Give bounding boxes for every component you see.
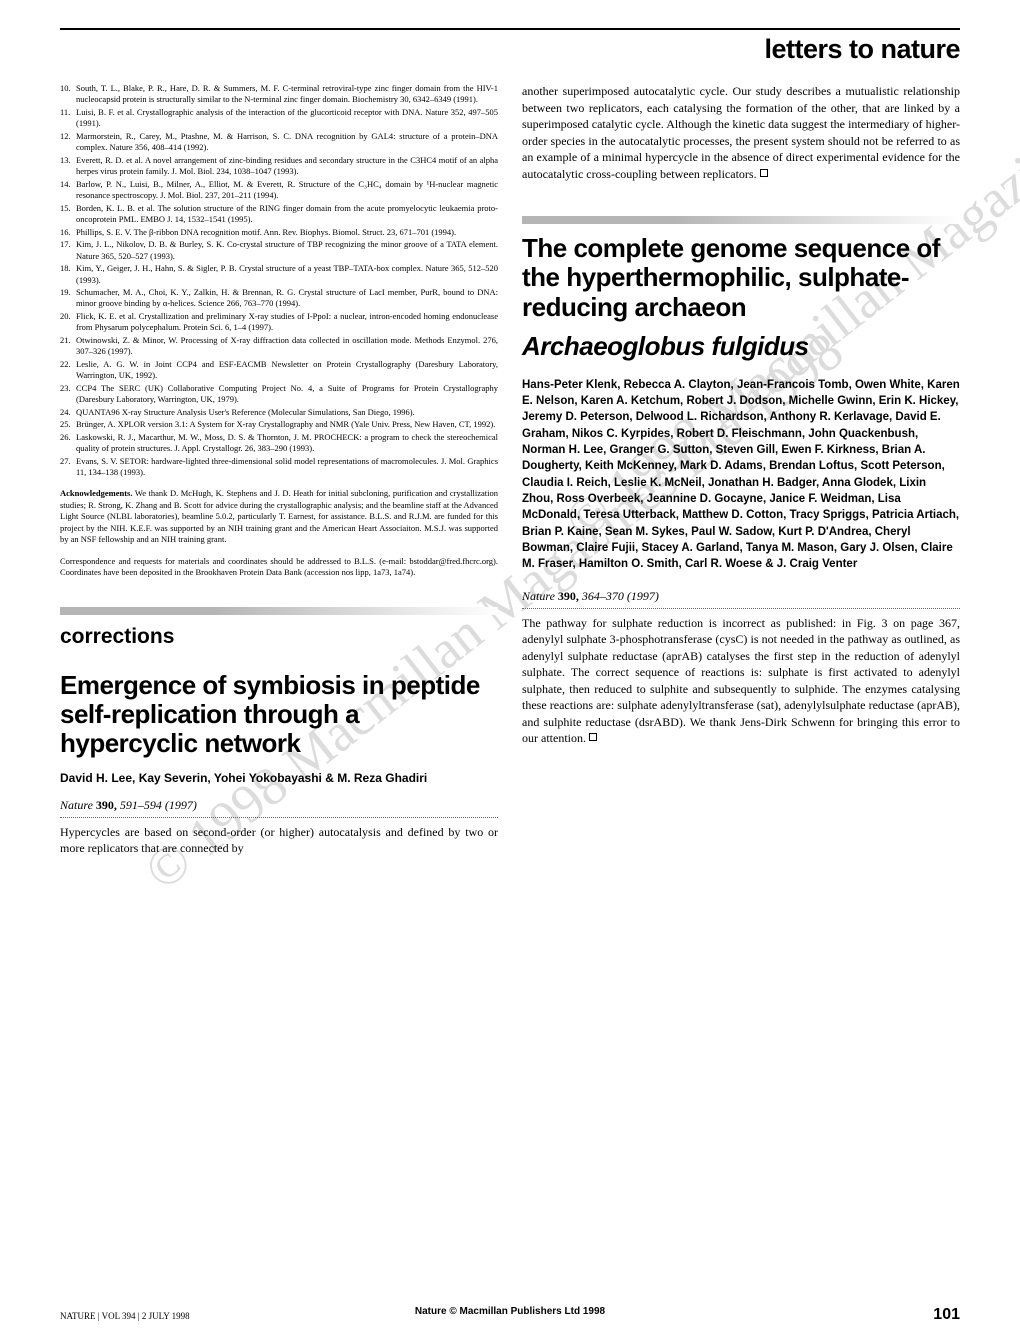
reference-item: 20.Flick, K. E. et al. Crystallization a… (60, 311, 498, 334)
reference-item: 11.Luisi, B. F. et al. Crystallographic … (60, 107, 498, 130)
reference-number: 20. (60, 311, 76, 334)
correspondence: Correspondence and requests for material… (60, 556, 498, 579)
reference-number: 16. (60, 227, 76, 238)
article-2-citation: Nature 390, 364–370 (1997) (522, 589, 960, 604)
article-1-authors: David H. Lee, Kay Severin, Yohei Yokobay… (60, 770, 498, 786)
reference-number: 14. (60, 179, 76, 202)
reference-text: Leslie, A. G. W. in Joint CCP4 and ESF-E… (76, 359, 498, 382)
corrections-heading: corrections (60, 625, 498, 649)
references-list: 10.South, T. L., Blake, P. R., Hare, D. … (60, 83, 498, 478)
reference-number: 18. (60, 263, 76, 286)
reference-item: 27.Evans, S. V. SETOR: hardware-lighted … (60, 456, 498, 479)
reference-number: 26. (60, 432, 76, 455)
reference-text: Brünger, A. XPLOR version 3.1: A System … (76, 419, 498, 430)
reference-item: 25.Brünger, A. XPLOR version 3.1: A Syst… (60, 419, 498, 430)
end-mark-icon (760, 169, 768, 177)
end-mark-icon (589, 733, 597, 741)
reference-text: QUANTA96 X-ray Structure Analysis User's… (76, 407, 498, 418)
reference-number: 15. (60, 203, 76, 226)
article-2-species: Archaeoglobus fulgidus (522, 332, 960, 361)
section-divider (60, 607, 498, 615)
citation-volume: 390, (558, 589, 579, 603)
reference-number: 27. (60, 456, 76, 479)
reference-item: 16.Phillips, S. E. V. The β-ribbon DNA r… (60, 227, 498, 238)
reference-number: 13. (60, 155, 76, 178)
reference-number: 11. (60, 107, 76, 130)
citation-journal: Nature (60, 798, 93, 812)
reference-number: 22. (60, 359, 76, 382)
reference-item: 15.Borden, K. L. B. et al. The solution … (60, 203, 498, 226)
reference-text: Kim, Y., Geiger, J. H., Hahn, S. & Sigle… (76, 263, 498, 286)
reference-text: South, T. L., Blake, P. R., Hare, D. R. … (76, 83, 498, 106)
reference-number: 24. (60, 407, 76, 418)
right-top-text: another superimposed autocatalytic cycle… (522, 84, 960, 181)
article-1-citation: Nature 390, 591–594 (1997) (60, 798, 498, 813)
article-1-body-continued: another superimposed autocatalytic cycle… (522, 83, 960, 182)
page-number: 101 (933, 1306, 960, 1324)
reference-text: Phillips, S. E. V. The β-ribbon DNA reco… (76, 227, 498, 238)
citation-pages: 591–594 (1997) (117, 798, 197, 812)
reference-item: 17.Kim, J. L., Nikolov, D. B. & Burley, … (60, 239, 498, 262)
reference-number: 25. (60, 419, 76, 430)
reference-item: 19.Schumacher, M. A., Choi, K. Y., Zalki… (60, 287, 498, 310)
citation-journal: Nature (522, 589, 555, 603)
reference-text: Laskowski, R. J., Macarthur, M. W., Moss… (76, 432, 498, 455)
section-header: letters to nature (60, 34, 960, 65)
reference-number: 19. (60, 287, 76, 310)
footer-center: Nature © Macmillan Publishers Ltd 1998 (415, 1306, 605, 1317)
acknowledgements: Acknowledgements. We thank D. McHugh, K.… (60, 488, 498, 545)
article-2-body: The pathway for sulphate reduction is in… (522, 615, 960, 747)
reference-item: 23.CCP4 The SERC (UK) Collaborative Comp… (60, 383, 498, 406)
reference-item: 13.Everett, R. D. et al. A novel arrange… (60, 155, 498, 178)
section-divider (522, 216, 960, 224)
reference-text: Marmorstein, R., Carey, M., Ptashne, M. … (76, 131, 498, 154)
article-2-title: The complete genome sequence of the hype… (522, 234, 960, 321)
reference-item: 12.Marmorstein, R., Carey, M., Ptashne, … (60, 131, 498, 154)
reference-text: Schumacher, M. A., Choi, K. Y., Zalkin, … (76, 287, 498, 310)
reference-item: 24.QUANTA96 X-ray Structure Analysis Use… (60, 407, 498, 418)
reference-text: Flick, K. E. et al. Crystallization and … (76, 311, 498, 334)
citation-pages: 364–370 (1997) (579, 589, 659, 603)
header-rule (60, 28, 960, 30)
reference-text: Luisi, B. F. et al. Crystallographic ana… (76, 107, 498, 130)
article-1-title: Emergence of symbiosis in peptide self-r… (60, 671, 498, 758)
reference-item: 21.Otwinowski, Z. & Minor, W. Processing… (60, 335, 498, 358)
footer-left: NATURE | VOL 394 | 2 JULY 1998 (60, 1311, 190, 1321)
reference-text: Evans, S. V. SETOR: hardware-lighted thr… (76, 456, 498, 479)
reference-text: Otwinowski, Z. & Minor, W. Processing of… (76, 335, 498, 358)
reference-number: 10. (60, 83, 76, 106)
dotted-rule (60, 817, 498, 818)
ack-heading: Acknowledgements. (60, 488, 132, 498)
reference-item: 26.Laskowski, R. J., Macarthur, M. W., M… (60, 432, 498, 455)
reference-text: Everett, R. D. et al. A novel arrangemen… (76, 155, 498, 178)
reference-number: 17. (60, 239, 76, 262)
reference-text: Borden, K. L. B. et al. The solution str… (76, 203, 498, 226)
reference-item: 10.South, T. L., Blake, P. R., Hare, D. … (60, 83, 498, 106)
citation-volume: 390, (96, 798, 117, 812)
reference-text: CCP4 The SERC (UK) Collaborative Computi… (76, 383, 498, 406)
dotted-rule (522, 608, 960, 609)
reference-number: 12. (60, 131, 76, 154)
reference-item: 14.Barlow, P. N., Luisi, B., Milner, A.,… (60, 179, 498, 202)
article-2-text: The pathway for sulphate reduction is in… (522, 616, 960, 746)
reference-text: Barlow, P. N., Luisi, B., Milner, A., El… (76, 179, 498, 202)
reference-item: 22.Leslie, A. G. W. in Joint CCP4 and ES… (60, 359, 498, 382)
reference-number: 21. (60, 335, 76, 358)
article-2-authors: Hans-Peter Klenk, Rebecca A. Clayton, Je… (522, 377, 960, 573)
reference-item: 18.Kim, Y., Geiger, J. H., Hahn, S. & Si… (60, 263, 498, 286)
reference-text: Kim, J. L., Nikolov, D. B. & Burley, S. … (76, 239, 498, 262)
article-1-body: Hypercycles are based on second-order (o… (60, 824, 498, 856)
page-footer: NATURE | VOL 394 | 2 JULY 1998 Nature © … (60, 1306, 960, 1324)
reference-number: 23. (60, 383, 76, 406)
